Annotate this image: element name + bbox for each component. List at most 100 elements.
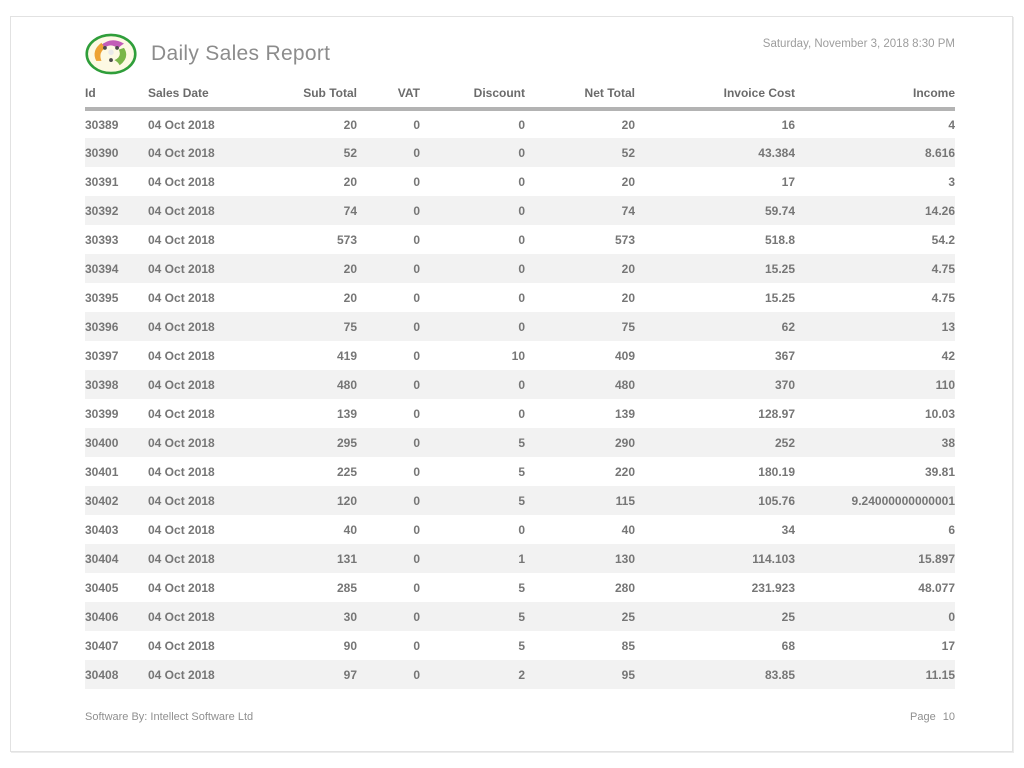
cell-id: 30407 (85, 638, 119, 653)
cell-invoice-cost: 15.25 (764, 261, 795, 276)
cell-net-total: 130 (614, 551, 635, 566)
column-header-sub-total: Sub Total (278, 86, 357, 111)
table-row: 30399 04 Oct 2018 139 0 0 139 128.97 10.03 (85, 399, 955, 428)
cell-id: 30402 (85, 493, 119, 508)
cell-discount: 0 (518, 377, 525, 392)
cell-income: 15.897 (918, 551, 955, 566)
cell-sub-total: 40 (343, 522, 357, 537)
cell-income: 39.81 (924, 464, 955, 479)
cell-net-total: 20 (621, 261, 635, 276)
column-header-discount: Discount (420, 86, 525, 111)
cell-vat: 0 (413, 348, 420, 363)
cell-discount: 5 (518, 638, 525, 653)
cell-sub-total: 285 (336, 580, 357, 595)
cell-invoice-cost: 16 (781, 117, 795, 132)
cell-vat: 0 (413, 377, 420, 392)
cell-net-total: 85 (621, 638, 635, 653)
table-row: 30401 04 Oct 2018 225 0 5 220 180.19 39.81 (85, 457, 955, 486)
cell-id: 30408 (85, 667, 119, 682)
cell-discount: 2 (518, 667, 525, 682)
cell-sales-date: 04 Oct 2018 (148, 667, 215, 682)
cell-income: 13 (941, 319, 955, 334)
cell-invoice-cost: 62 (781, 319, 795, 334)
cell-sales-date: 04 Oct 2018 (148, 464, 215, 479)
cell-discount: 0 (518, 117, 525, 132)
cell-sub-total: 139 (336, 406, 357, 421)
cell-discount: 0 (518, 290, 525, 305)
cell-sales-date: 04 Oct 2018 (148, 609, 215, 624)
column-header-net-total: Net Total (525, 86, 635, 111)
report-header: Daily Sales Report Saturday, November 3,… (85, 32, 955, 76)
column-header-income: Income (795, 86, 955, 111)
cell-vat: 0 (413, 638, 420, 653)
cell-net-total: 75 (621, 319, 635, 334)
cell-sub-total: 52 (343, 145, 357, 160)
cell-id: 30397 (85, 348, 119, 363)
cell-sub-total: 30 (343, 609, 357, 624)
cell-vat: 0 (413, 290, 420, 305)
cell-net-total: 480 (614, 377, 635, 392)
cell-invoice-cost: 367 (774, 348, 795, 363)
cell-income: 0 (948, 609, 955, 624)
cell-income: 8.616 (924, 145, 955, 160)
report-footer: Software By: Intellect Software Ltd Page… (85, 711, 955, 723)
cell-sales-date: 04 Oct 2018 (148, 638, 215, 653)
cell-sales-date: 04 Oct 2018 (148, 435, 215, 450)
report-page: Daily Sales Report Saturday, November 3,… (10, 16, 1013, 752)
table-row: 30403 04 Oct 2018 40 0 0 40 34 6 (85, 515, 955, 544)
cell-id: 30405 (85, 580, 119, 595)
cell-net-total: 115 (615, 493, 635, 508)
report-datetime: Saturday, November 3, 2018 8:30 PM (762, 38, 955, 50)
cell-vat: 0 (413, 261, 420, 276)
cell-sub-total: 90 (343, 638, 357, 653)
cell-invoice-cost: 43.384 (758, 145, 795, 160)
report-table: Id Sales Date Sub Total VAT Discount Net Tota… (85, 86, 955, 689)
table-row: 30397 04 Oct 2018 419 0 10 409 367 42 (85, 341, 955, 370)
cell-income: 54.2 (931, 232, 955, 247)
cell-sub-total: 97 (343, 667, 357, 682)
cell-sales-date: 04 Oct 2018 (148, 203, 215, 218)
cell-discount: 5 (518, 435, 525, 450)
cell-sales-date: 04 Oct 2018 (148, 261, 215, 276)
table-row: 30400 04 Oct 2018 295 0 5 290 252 38 (85, 428, 955, 457)
table-row: 30394 04 Oct 2018 20 0 0 20 15.25 4.75 (85, 254, 955, 283)
cell-sub-total: 480 (336, 377, 357, 392)
cell-net-total: 20 (621, 174, 635, 189)
cell-discount: 0 (518, 145, 525, 160)
cell-invoice-cost: 68 (781, 638, 795, 653)
cell-sub-total: 131 (336, 551, 357, 566)
table-row: 30402 04 Oct 2018 120 0 5 115 105.76 9.24000000… (85, 486, 955, 515)
cell-invoice-cost: 105.76 (758, 493, 795, 508)
cell-income: 14.26 (924, 203, 955, 218)
cell-net-total: 20 (621, 290, 635, 305)
cell-id: 30394 (85, 261, 119, 276)
cell-invoice-cost: 128.97 (758, 406, 795, 421)
cell-income: 4.75 (931, 261, 955, 276)
cell-id: 30401 (85, 464, 119, 479)
cell-sales-date: 04 Oct 2018 (148, 319, 215, 334)
cell-id: 30398 (85, 377, 119, 392)
cell-invoice-cost: 17 (781, 174, 795, 189)
cell-net-total: 220 (614, 464, 635, 479)
cell-id: 30391 (85, 174, 119, 189)
cell-vat: 0 (413, 493, 420, 508)
header-row: Id Sales Date Sub Total VAT Discount Net Tota… (85, 86, 955, 111)
cell-sales-date: 04 Oct 2018 (148, 551, 215, 566)
cell-vat: 0 (413, 580, 420, 595)
cell-sales-date: 04 Oct 2018 (148, 117, 215, 132)
cell-discount: 5 (518, 493, 525, 508)
table-row: 30398 04 Oct 2018 480 0 0 480 370 110 (85, 370, 955, 399)
cell-discount: 5 (518, 464, 525, 479)
cell-vat: 0 (413, 667, 420, 682)
cell-net-total: 74 (621, 203, 635, 218)
cell-sales-date: 04 Oct 2018 (148, 493, 215, 508)
cell-income: 17 (941, 638, 955, 653)
cell-sub-total: 20 (343, 117, 357, 132)
cell-income: 48.077 (918, 580, 955, 595)
cell-discount: 5 (518, 609, 525, 624)
cell-invoice-cost: 25 (781, 609, 795, 624)
cell-vat: 0 (413, 232, 420, 247)
cell-id: 30399 (85, 406, 119, 421)
table-row: 30391 04 Oct 2018 20 0 0 20 17 3 (85, 167, 955, 196)
cell-sub-total: 20 (343, 261, 357, 276)
